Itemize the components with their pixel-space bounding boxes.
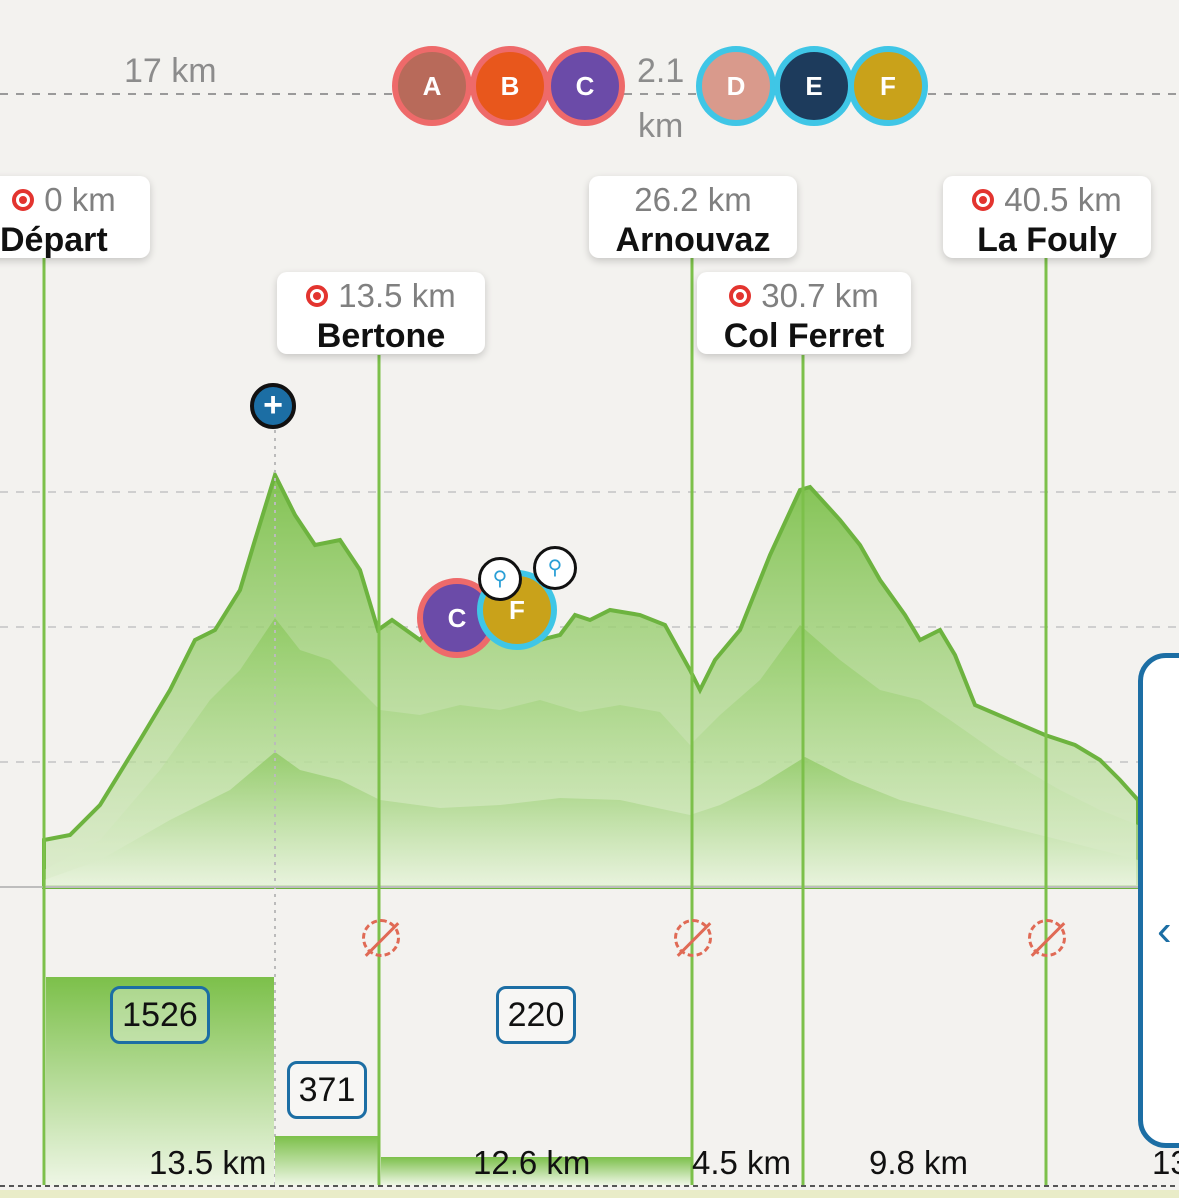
checkpoint-km: 40.5 km xyxy=(1004,181,1122,218)
checkpoint-name: Départ xyxy=(0,221,108,259)
segment-distance: 13 xyxy=(1152,1144,1179,1181)
segment-bar xyxy=(46,977,274,1185)
segment-distance: 13.5 km xyxy=(149,1144,267,1181)
runner-pin-icon[interactable]: ⚲ xyxy=(478,557,522,601)
target-icon xyxy=(12,189,35,211)
checkpoint-card-la-fouly[interactable]: 40.5 km La Fouly xyxy=(943,176,1151,259)
segment-bar xyxy=(275,1136,378,1185)
checkpoint-name: Col Ferret xyxy=(723,317,885,355)
avatar-initials: C xyxy=(447,602,467,633)
elevation-area-bottom xyxy=(44,752,1138,887)
segment-distance: 9.8 km xyxy=(869,1144,969,1181)
avatar-initials: A xyxy=(422,70,442,101)
checkpoint-card-arnouvaz[interactable]: 26.2 km Arnouvaz xyxy=(589,176,797,259)
avatar-initials: E xyxy=(805,70,823,101)
no-refreshment-icon xyxy=(362,919,400,957)
checkpoint-km: 13.5 km xyxy=(338,277,456,314)
checkpoint-name: Arnouvaz xyxy=(615,221,771,259)
no-refreshment-icon xyxy=(1028,919,1066,957)
side-panel-toggle[interactable]: ‹ xyxy=(1138,653,1179,1148)
elevation-gain-badge: 220 xyxy=(496,986,576,1044)
avatar-initials: C xyxy=(575,70,595,101)
gap-label-mid-unit: km xyxy=(638,107,684,145)
segment-distance: 4.5 km xyxy=(692,1144,792,1181)
avatar-initials: F xyxy=(509,594,525,625)
checkpoint-card-depart[interactable]: 0 km Départ xyxy=(0,176,150,259)
runner-avatar[interactable]: A xyxy=(392,46,472,126)
elevation-gain-badge: 1526 xyxy=(110,986,210,1044)
runner-pin-icon[interactable]: ⚲ xyxy=(533,546,577,590)
chevron-left-icon: ‹ xyxy=(1157,906,1172,955)
target-icon xyxy=(306,285,329,307)
target-icon xyxy=(972,189,995,211)
elevation-gain-badge: 371 xyxy=(287,1061,367,1119)
checkpoint-km: 30.7 km xyxy=(761,277,879,314)
checkpoint-card-col-ferret[interactable]: 30.7 km Col Ferret xyxy=(697,272,911,355)
runner-avatar[interactable]: B xyxy=(470,46,550,126)
runner-avatar[interactable]: F xyxy=(848,46,928,126)
gap-label-left: 17 km xyxy=(124,52,217,90)
segment-bar xyxy=(381,1157,691,1185)
avatar-initials: B xyxy=(500,70,520,101)
no-refreshment-icon xyxy=(674,919,712,957)
target-icon xyxy=(729,285,752,307)
checkpoint-km: 0 km xyxy=(44,181,116,218)
plus-icon[interactable]: + xyxy=(250,383,296,429)
avatar-initials: D xyxy=(726,70,746,101)
checkpoint-name: Bertone xyxy=(316,317,446,355)
gap-label-mid-value: 2.1 xyxy=(637,52,685,90)
runner-avatar[interactable]: E xyxy=(774,46,854,126)
segment-distance: 12.6 km xyxy=(473,1144,591,1181)
bottom-strip xyxy=(0,1190,1179,1198)
runner-avatar[interactable]: C xyxy=(545,46,625,126)
checkpoint-km: 26.2 km xyxy=(634,181,752,218)
checkpoint-name: La Fouly xyxy=(977,221,1117,259)
checkpoint-card-bertone[interactable]: 13.5 km Bertone xyxy=(277,272,485,355)
runner-avatar[interactable]: D xyxy=(696,46,776,126)
avatar-initials: F xyxy=(880,70,896,101)
